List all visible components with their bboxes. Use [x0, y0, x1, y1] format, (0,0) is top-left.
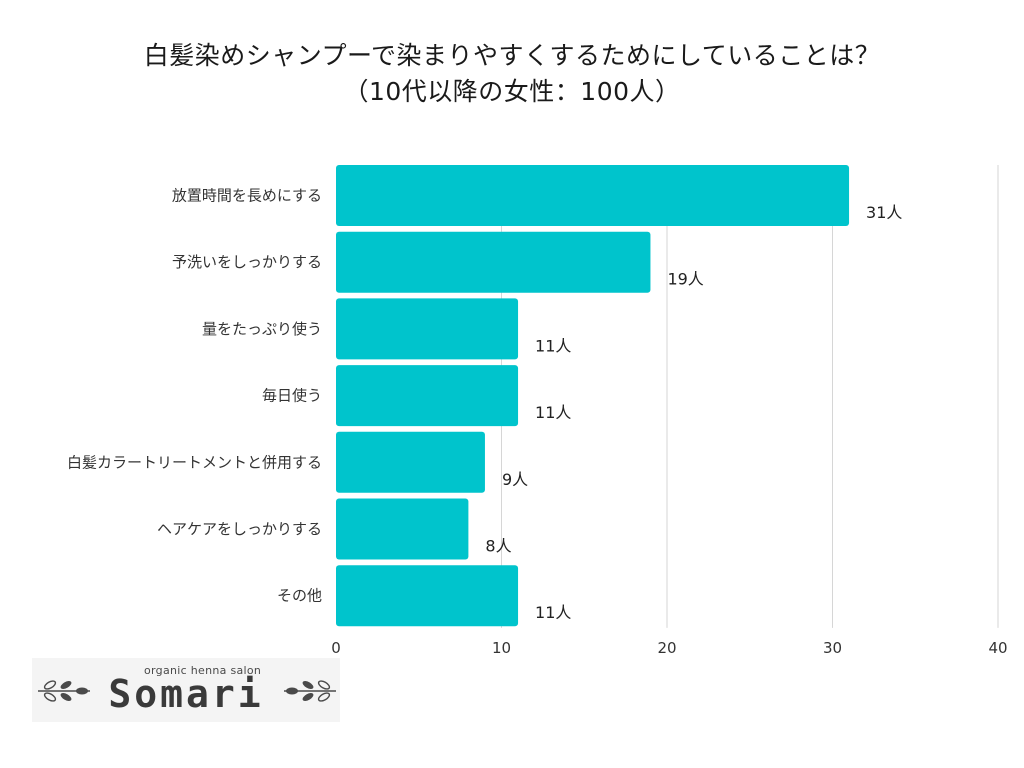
chart-title: 白髪染めシャンプーで染まりやすくするためにしていることは？ （10代以降の女性：…: [0, 38, 1024, 110]
category-label: ヘアケアをしっかりする: [157, 520, 322, 538]
bar: [336, 431, 485, 493]
bar: [336, 231, 651, 293]
data-label: 31人: [866, 203, 902, 222]
category-label: 白髪カラートリートメントと併用する: [67, 453, 322, 471]
x-tick-label: 20: [657, 639, 676, 657]
data-label: 8人: [485, 537, 511, 556]
bar: [336, 565, 519, 627]
data-label: 19人: [667, 270, 703, 289]
category-label: 量をたっぷり使う: [202, 320, 322, 338]
data-label: 11人: [535, 603, 571, 622]
x-tick-label: 0: [331, 639, 341, 657]
category-label: その他: [277, 587, 322, 605]
data-label: 11人: [535, 336, 571, 355]
chart-title-line2: （10代以降の女性：100人）: [343, 77, 681, 106]
bar: [336, 365, 519, 427]
left-leaf-icon: [38, 680, 90, 702]
somari-logo: organic henna salon Somari: [32, 658, 340, 722]
bar: [336, 165, 850, 226]
x-tick-label: 40: [988, 639, 1007, 657]
category-label: 毎日使う: [262, 387, 322, 405]
data-label: 11人: [535, 403, 571, 422]
category-label: 放置時間を長めにする: [172, 187, 322, 205]
bar: [336, 498, 469, 560]
chart-title-line1: 白髪染めシャンプーで染まりやすくするためにしていることは？: [143, 41, 881, 70]
logo-name: Somari: [108, 672, 264, 716]
x-tick-label: 30: [823, 639, 842, 657]
data-label: 9人: [502, 470, 528, 489]
right-leaf-icon: [284, 680, 336, 702]
category-label: 予洗いをしっかりする: [172, 253, 322, 271]
bar: [336, 298, 519, 360]
x-tick-label: 10: [492, 639, 511, 657]
logo-subtitle: organic henna salon: [144, 664, 262, 677]
